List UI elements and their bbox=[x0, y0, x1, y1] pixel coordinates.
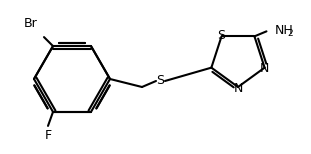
Text: F: F bbox=[44, 129, 52, 142]
Text: S: S bbox=[217, 29, 225, 42]
Text: S: S bbox=[156, 73, 164, 87]
Text: N: N bbox=[233, 81, 243, 95]
Text: 2: 2 bbox=[287, 29, 293, 38]
Text: Br: Br bbox=[23, 17, 37, 30]
Text: NH: NH bbox=[275, 24, 293, 37]
Text: N: N bbox=[260, 62, 269, 75]
